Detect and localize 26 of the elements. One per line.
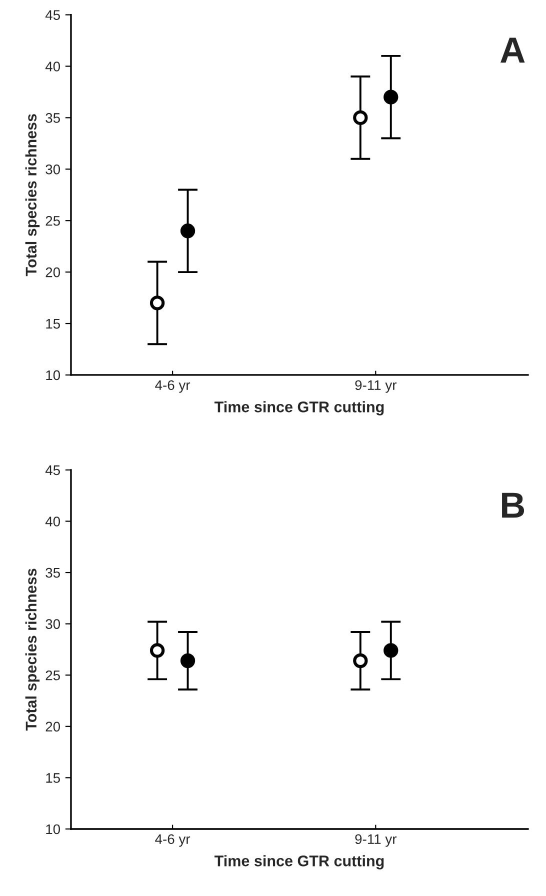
x-tick-label: 9-11 yr [355, 380, 397, 393]
y-tick-label: 40 [45, 516, 60, 526]
y-tick-label: 20 [46, 267, 60, 278]
x-axis-title: Time since GTR cutting [214, 855, 384, 870]
y-tick-label: 25 [46, 670, 60, 680]
y-tick-label: 45 [45, 10, 60, 20]
y-tick-label: 15 [46, 318, 60, 329]
y-tick-label: 10 [46, 824, 60, 834]
y-axis-title: Total species richness [25, 114, 40, 276]
y-tick-label: 20 [46, 722, 60, 732]
y-tick-label: 40 [45, 62, 60, 72]
y-tick-label: 15 [46, 773, 60, 783]
y-tick-label: 10 [46, 370, 60, 380]
x-axis-title: Time since GTR cutting [214, 401, 384, 416]
x-tick-label: 4-6 yr [155, 834, 190, 847]
x-tick-label: 9-11 yr [355, 834, 397, 847]
x-tick-label: 4-6 yr [155, 380, 190, 393]
y-tick-label: 35 [46, 568, 60, 578]
y-tick-label: 30 [46, 164, 60, 174]
y-tick-label: 45 [45, 465, 60, 476]
chart-title: B [502, 492, 524, 518]
chart-title: A [500, 38, 525, 63]
y-tick-label: 25 [46, 216, 60, 226]
y-tick-label: 30 [46, 619, 60, 629]
y-axis-title: Total species richness [25, 568, 40, 731]
y-tick-label: 35 [46, 113, 60, 123]
